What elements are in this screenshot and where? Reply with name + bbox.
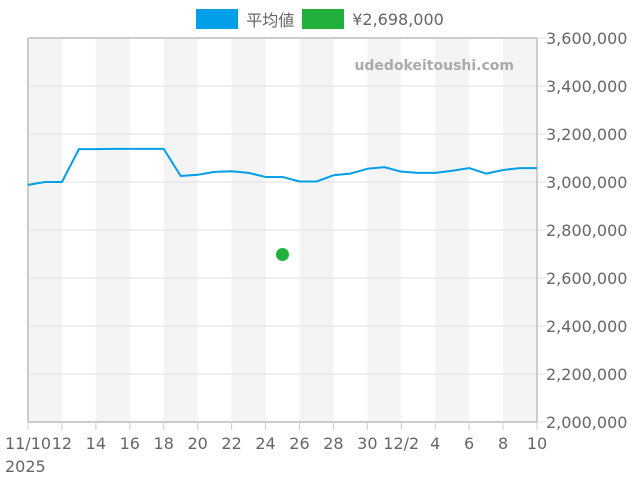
legend-item-average[interactable]: 平均値	[196, 7, 294, 31]
chart-legend: 平均値 ¥2,698,000	[0, 8, 640, 30]
y-tick-label: 3,000,000	[546, 173, 627, 192]
legend-label-price: ¥2,698,000	[352, 9, 444, 29]
year-label: 2025	[5, 457, 46, 476]
x-tick-label: 18	[154, 434, 174, 453]
x-tick-label: 12/2	[383, 434, 419, 453]
y-tick-label: 2,000,000	[546, 413, 627, 432]
y-tick-label: 3,200,000	[546, 125, 627, 144]
y-tick-label: 3,400,000	[546, 77, 627, 96]
legend-swatch-average	[196, 9, 239, 29]
x-tick-label: 11/10	[5, 434, 51, 453]
y-tick-label: 2,800,000	[546, 221, 627, 240]
x-tick-label: 16	[120, 434, 140, 453]
x-tick-label: 22	[221, 434, 241, 453]
legend-swatch-price	[302, 9, 345, 29]
x-axis-labels: 11/10 12 14 16 18 20 22 24 26 28 30 12/2 4 6 8 10 2025	[5, 434, 547, 476]
y-tick-label: 2,200,000	[546, 365, 627, 384]
legend-label-average: 平均値	[246, 11, 295, 30]
watermark: udedokeitoushi.com	[354, 58, 514, 74]
axes	[27, 37, 538, 430]
y-axis-labels: 2,000,000 2,200,000 2,400,000 2,600,000 2,80…	[546, 29, 627, 432]
x-tick-label: 10	[527, 434, 547, 453]
x-tick-label: 6	[464, 434, 474, 453]
y-tick-label: 2,400,000	[546, 317, 627, 336]
average-price-line	[27, 147, 537, 186]
legend-item-price[interactable]: ¥2,698,000	[302, 9, 444, 29]
x-tick-label: 12	[52, 434, 72, 453]
x-tick-label: 30	[357, 434, 377, 453]
x-tick-label: 14	[86, 434, 106, 453]
x-tick-label: 20	[187, 434, 207, 453]
x-tick-label: 8	[498, 434, 508, 453]
x-tick-label: 26	[289, 434, 309, 453]
x-tick-label: 28	[323, 434, 343, 453]
y-tick-label: 3,600,000	[546, 29, 627, 48]
x-tick-label: 24	[255, 434, 275, 453]
price-point	[276, 247, 289, 261]
series-layer	[27, 147, 537, 261]
x-tick-label: 4	[430, 434, 440, 453]
y-tick-label: 2,600,000	[546, 269, 627, 288]
